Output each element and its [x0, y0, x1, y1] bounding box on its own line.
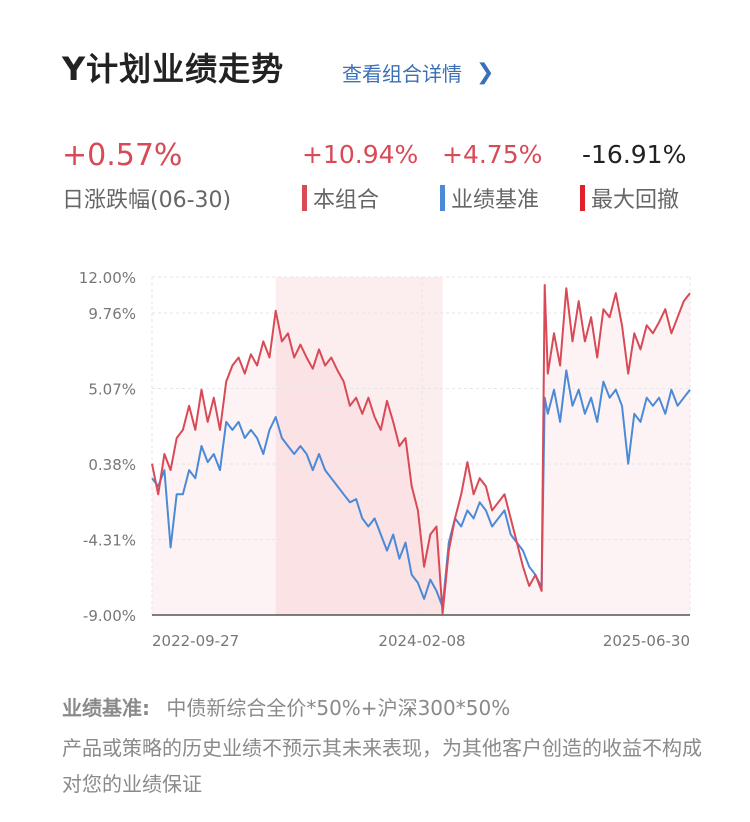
x-tick-label: 2024-02-08: [378, 632, 465, 650]
view-detail-label: 查看组合详情: [342, 62, 462, 86]
y-tick-label: 0.38%: [88, 456, 136, 474]
portfolio-return-value: +10.94%: [302, 140, 419, 169]
portfolio-legend: 本组合: [302, 182, 379, 214]
daily-change-label: 日涨跌幅(06-30): [62, 182, 231, 214]
series-line-benchmark: [151, 369, 691, 608]
portfolio-area: [152, 285, 690, 615]
daily-change-value: +0.57%: [62, 138, 183, 173]
y-tick-label: -9.00%: [83, 607, 136, 625]
benchmark-return-value: +4.75%: [442, 140, 543, 169]
portfolio-legend-label: 本组合: [313, 188, 380, 213]
drawdown-highlight: [275, 277, 443, 615]
y-tick-label: 5.07%: [88, 381, 136, 399]
series-line-portfolio: [151, 284, 691, 615]
drawdown-legend-swatch: [580, 185, 585, 211]
benchmark-legend: 业绩基准: [440, 182, 539, 214]
y-tick-label: 12.00%: [79, 269, 136, 287]
chart-svg: 12.00% 9.76% 5.07% 0.38% -4.31% -9.00% 2022-09…: [79, 269, 691, 650]
max-drawdown-value: -16.91%: [582, 140, 687, 169]
disclaimer: 产品或策略的历史业绩不预示其未来表现，为其他客户创造的收益不构成对您的业绩保证: [62, 736, 702, 796]
y-tick-label: 9.76%: [88, 305, 136, 323]
view-detail-link[interactable]: 查看组合详情 ❯: [342, 58, 494, 87]
benchmark-note-text: 中债新综合全价*50%+沪深300*50%: [166, 696, 511, 720]
x-tick-label: 2025-06-30: [603, 632, 690, 650]
benchmark-legend-swatch: [440, 185, 445, 211]
drawdown-legend: 最大回撤: [580, 182, 679, 214]
chevron-right-icon: ❯: [476, 59, 495, 85]
page-title: Y计划业绩走势: [62, 50, 285, 88]
benchmark-note: 业绩基准: 中债新综合全价*50%+沪深300*50%: [62, 690, 510, 726]
drawdown-legend-label: 最大回撤: [591, 188, 680, 213]
benchmark-note-label: 业绩基准:: [62, 696, 150, 720]
performance-chart[interactable]: 12.00% 9.76% 5.07% 0.38% -4.31% -9.00% 2022-09…: [0, 260, 750, 660]
x-tick-label: 2022-09-27: [152, 632, 239, 650]
portfolio-legend-swatch: [302, 185, 307, 211]
benchmark-legend-label: 业绩基准: [451, 188, 540, 213]
y-tick-label: -4.31%: [83, 532, 136, 550]
daily-change-label-text: 日涨跌幅(06-30): [62, 188, 232, 213]
